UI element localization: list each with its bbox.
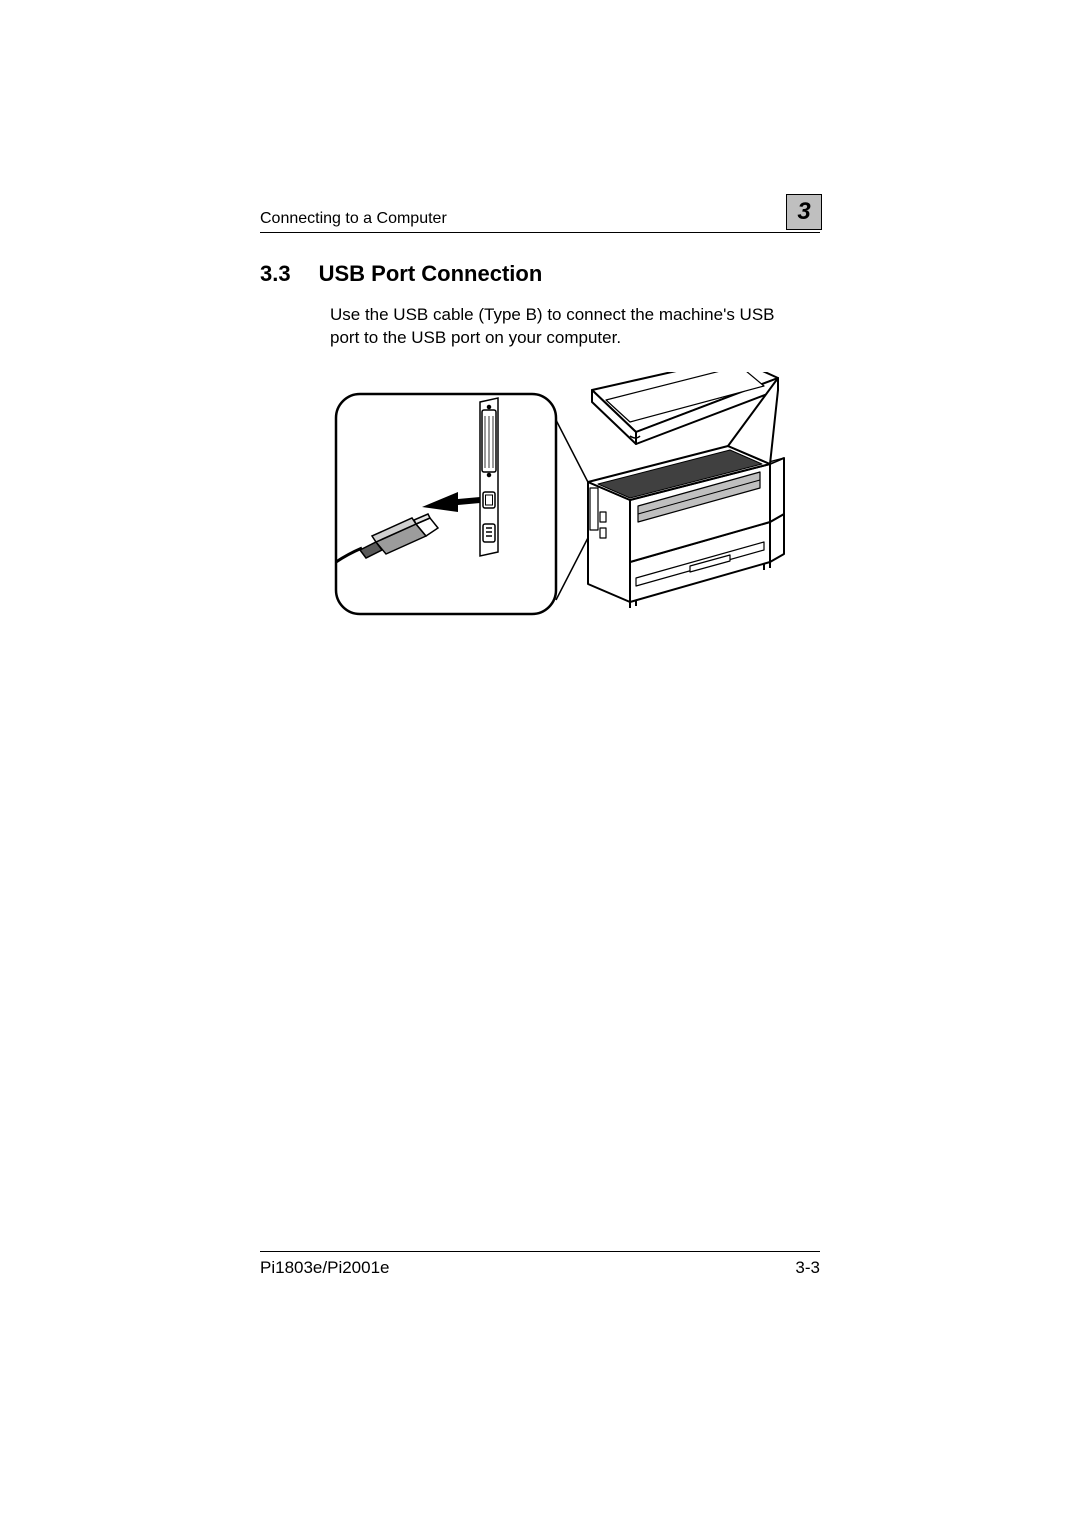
callout-box: [336, 394, 556, 614]
figure-usb-connection: [330, 372, 790, 632]
running-head: Connecting to a Computer 3: [260, 200, 820, 233]
footer-page-number: 3-3: [795, 1258, 820, 1278]
port-panel: [480, 398, 498, 556]
page-content: Connecting to a Computer 3 3.3 USB Port …: [260, 200, 820, 1278]
scanner-lid: [592, 372, 778, 464]
body-paragraph: Use the USB cable (Type B) to connect th…: [330, 304, 800, 350]
printer-illustration: [588, 372, 784, 608]
chapter-tab: 3: [786, 194, 822, 230]
section-number: 3.3: [260, 261, 291, 287]
section-heading: 3.3 USB Port Connection: [260, 261, 820, 287]
manual-page: Connecting to a Computer 3 3.3 USB Port …: [0, 0, 1080, 1528]
page-footer: Pi1803e/Pi2001e 3-3: [260, 1251, 820, 1278]
section-title: USB Port Connection: [319, 261, 543, 287]
callout-leader: [556, 420, 592, 600]
footer-doc-model: Pi1803e/Pi2001e: [260, 1258, 390, 1278]
chapter-number: 3: [797, 198, 810, 226]
running-head-title: Connecting to a Computer: [260, 210, 447, 228]
